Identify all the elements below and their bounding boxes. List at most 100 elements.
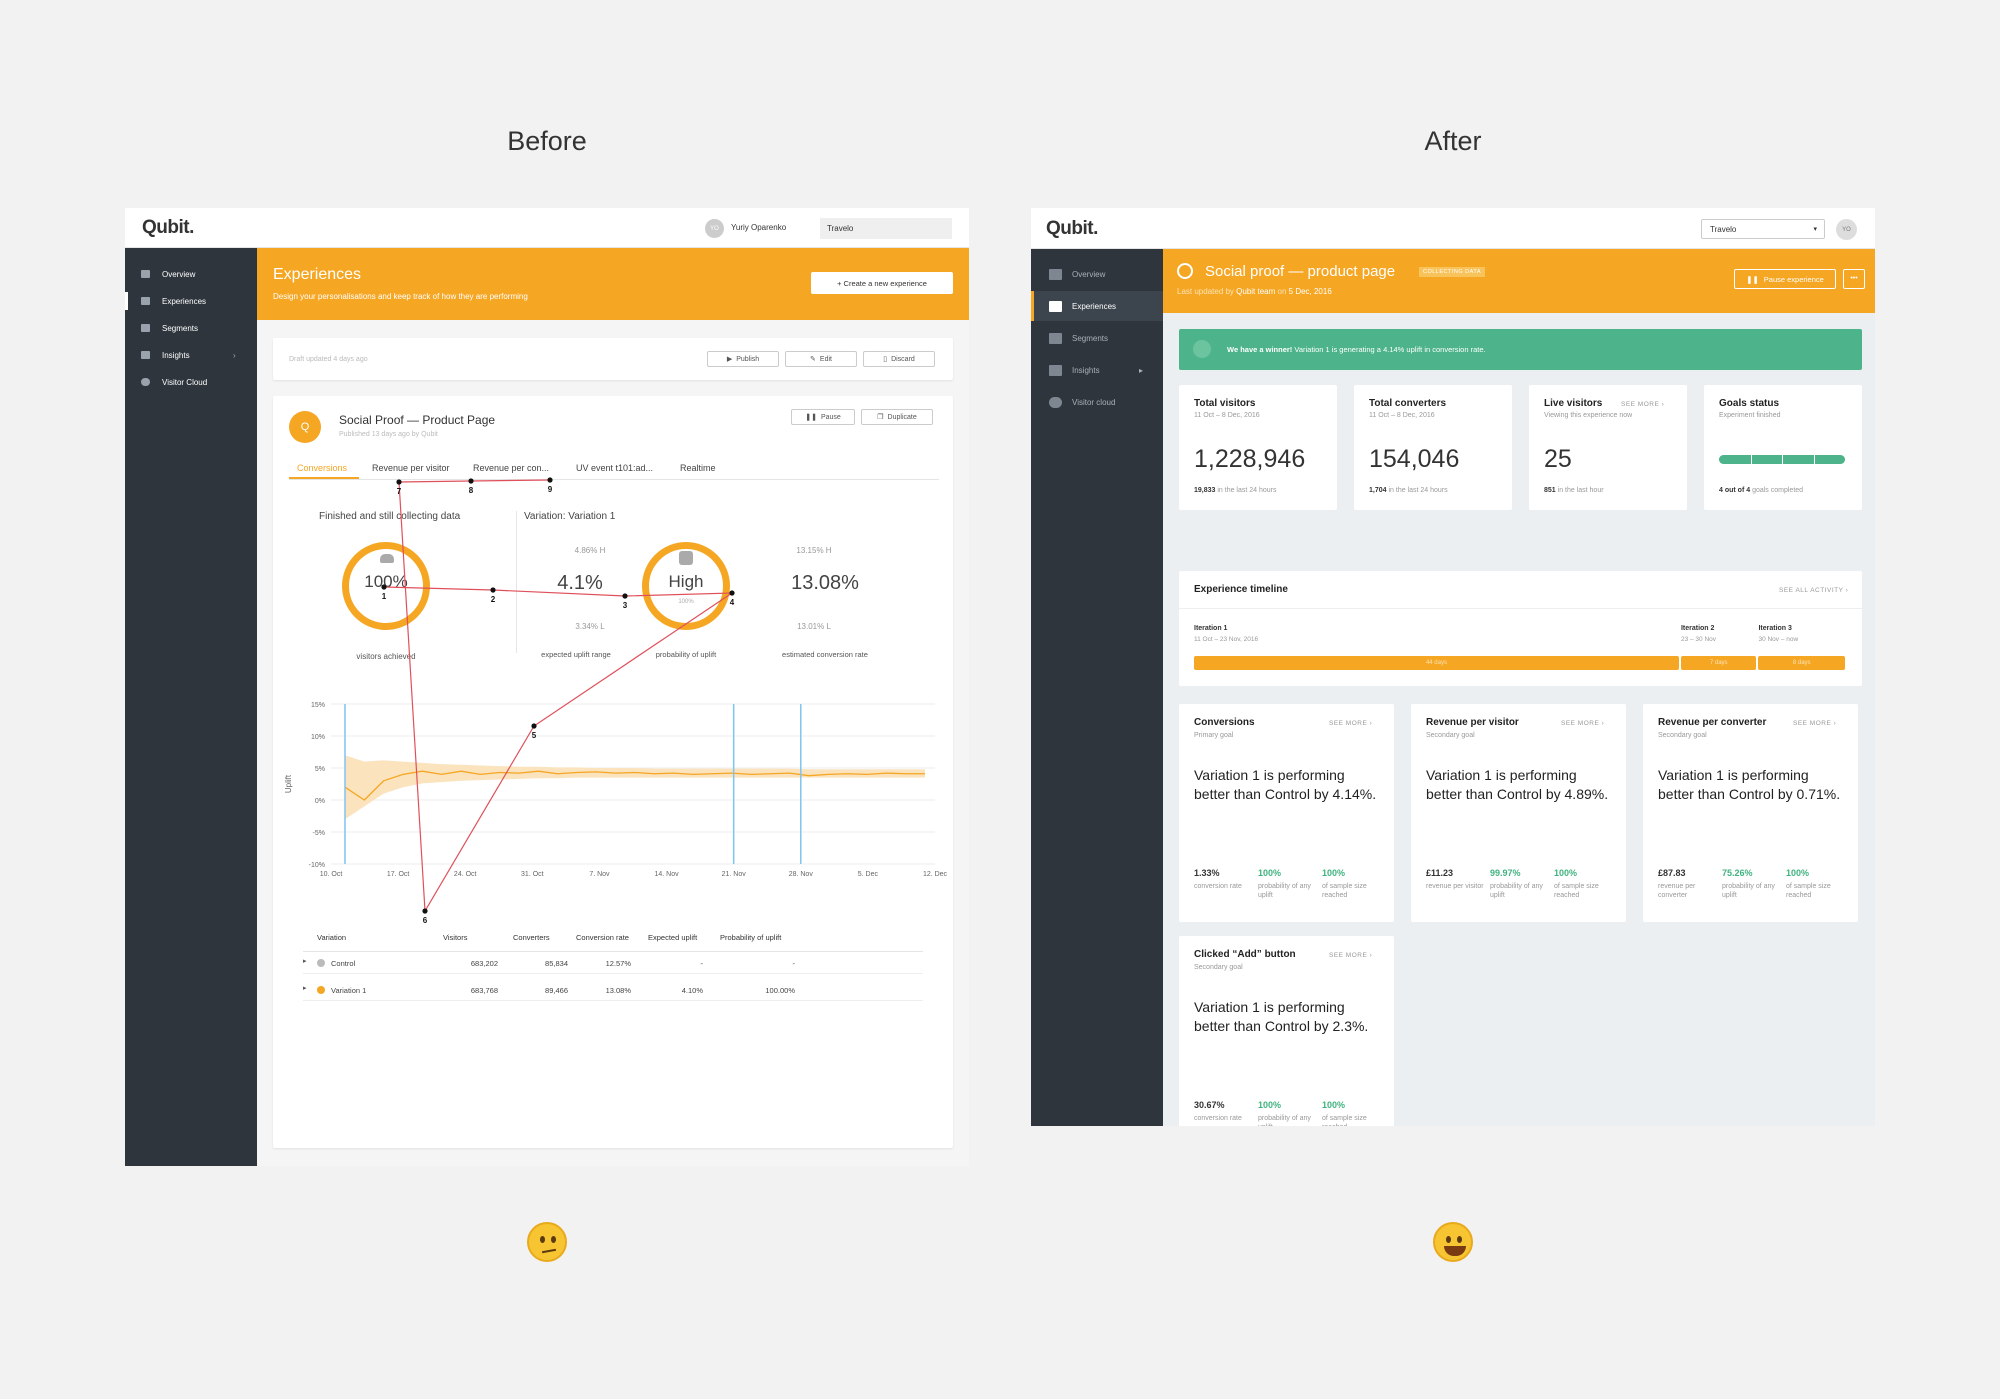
iteration-bar[interactable]: 8 days [1758,656,1845,670]
goal-metric-value: 100% [1258,868,1282,878]
see-more-link[interactable]: SEE MORE › [1329,720,1373,727]
y-axis-label: Uplift [284,774,293,793]
sidebar-item-overview[interactable]: Overview [1031,259,1163,289]
col-converters: Converters [513,933,550,942]
kpi-footer: 4 out of 4 goals completed [1719,487,1803,494]
sidebar-item-experiences[interactable]: Experiences [1031,291,1163,321]
see-more-link[interactable]: SEE MORE › [1561,720,1605,727]
x-tick-label: 12. Dec [923,871,948,878]
people-icon [1049,332,1062,344]
goal-metric-label: probability of any uplift [1722,883,1775,899]
sidebar-item-insights[interactable]: Insights ▸ [1031,355,1163,385]
sidebar-item-segments[interactable]: Segments [1031,323,1163,353]
goal-metric-value: 100% [1786,868,1810,878]
see-more-link[interactable]: SEE MORE › [1621,401,1665,408]
main-content: Experiences Design your personalisations… [257,248,969,1166]
expand-arrow-icon[interactable]: ▸ [303,985,307,992]
sidebar-item-visitor-cloud[interactable]: Visitor cloud [1031,387,1163,417]
kpi-footer: 851 in the last hour [1544,487,1604,494]
before-screenshot: Qubit. YO Yuriy Oparenko Travelo Overvie… [125,208,969,1166]
sidebar-item-insights[interactable]: Insights › [141,348,236,362]
kpi-footer-value: 851 [1544,487,1556,494]
goal-headline: Variation 1 is performing better than Co… [1658,767,1841,802]
tab-uv-event[interactable]: UV event t101:ad... [576,463,654,473]
experience-title: Social Proof — Product Page [339,413,496,427]
see-all-activity-link[interactable]: SEE ALL ACTIVITY › [1779,587,1849,594]
timeline-title: Experience timeline [1194,584,1288,595]
cell-prob: 100.00% [765,986,795,995]
col-visitors: Visitors [443,933,468,942]
visitors-label: visitors achieved [356,652,416,661]
col-variation: Variation [317,933,347,942]
see-more-link[interactable]: SEE MORE › [1793,720,1837,727]
pause-experience-button[interactable]: ❚❚ Pause experience [1734,269,1836,289]
iteration-bar[interactable]: 44 days [1194,656,1679,670]
expand-arrow-icon[interactable]: ▸ [303,958,307,965]
x-tick-label: 24. Oct [454,871,477,878]
pause-button[interactable]: ❚❚ Pause [791,409,855,425]
goal-metric-value: 75.26% [1722,868,1753,878]
bar-chart-icon [1049,364,1062,376]
grinning-face-icon [1433,1222,1473,1262]
gaze-point [490,587,496,593]
sidebar-item-visitor-cloud[interactable]: Visitor Cloud [141,375,207,389]
edit-button[interactable]: ✎ Edit [785,351,857,367]
x-tick-label: 7. Nov [589,871,610,878]
see-more-link[interactable]: SEE MORE › [1329,952,1373,959]
gaze-point-label: 6 [423,916,428,925]
tabs-divider [289,479,939,480]
discard-button[interactable]: ▯ Discard [863,351,935,367]
variation-name: Control [331,959,356,968]
tab-revenue-per-converter[interactable]: Revenue per con... [473,463,550,473]
sidebar-item-segments[interactable]: Segments [141,321,198,335]
gaze-point [531,723,537,729]
kpi-card: Total visitors 11 Oct – 8 Dec, 2016 1,228,… [1179,385,1337,510]
tab-realtime[interactable]: Realtime [680,463,716,473]
tab-conversions[interactable]: Conversions [297,463,348,473]
progress-segment-divider [1813,455,1815,464]
create-experience-button[interactable]: + Create a new experience [811,272,953,294]
duplicate-button[interactable]: ❐ Duplicate [861,409,933,425]
variation-color-dot [317,959,325,967]
variation-name: Variation 1 [331,986,367,995]
iteration-bar[interactable]: 7 days [1680,656,1757,670]
y-tick-label: 15% [311,702,325,709]
x-tick-label: 28. Nov [789,871,814,878]
uplift-high: 4.86% H [574,546,606,555]
publish-button[interactable]: ▶ Publish [707,351,779,367]
goal-metric-value: 30.67% [1194,1100,1225,1110]
col-expected-uplift: Expected uplift [648,933,698,942]
page-header: Social proof — product page COLLECTING D… [1163,249,1875,313]
thumbs-up-icon [679,551,693,565]
gaze-point [468,478,474,484]
play-icon: ▶ [726,356,733,363]
gaze-point [422,908,428,914]
kpi-footer-text: in the last 24 hours [1215,487,1277,494]
goal-title: Revenue per converter [1658,717,1767,728]
sidebar-item-overview[interactable]: Overview [141,267,195,281]
goal-card: Revenue per converter Secondary goal SEE M… [1643,704,1858,922]
last-updated: Last updated by Qubit team on 5 Dec, 201… [1177,287,1332,296]
experience-card: Q Social Proof — Product Page Published … [273,396,953,1148]
more-options-button[interactable]: ••• [1843,269,1865,289]
account-selector[interactable]: Travelo [820,218,952,239]
goal-metric-value: 100% [1322,868,1346,878]
progress-segment-divider [1750,455,1752,464]
gaze-path [383,479,735,913]
page-title: Experiences [273,266,362,283]
conversion-high: 13.15% H [796,546,832,555]
goal-metric-value: £11.23 [1426,868,1454,878]
user-name[interactable]: Yuriy Oparenko [731,223,787,232]
page-header: Experiences Design your personalisations… [257,248,969,320]
uplift-value: 4.1% [557,572,603,594]
cell-rate: 13.08% [605,986,631,995]
avatar[interactable]: YO [705,219,724,238]
pause-icon: ❚❚ [805,414,817,421]
goal-type: Secondary goal [1194,964,1243,971]
conversion-label: estimated conversion rate [782,650,868,659]
avatar[interactable]: YO [1836,219,1857,240]
status-badge: COLLECTING DATA [1419,267,1486,277]
tab-revenue-per-visitor[interactable]: Revenue per visitor [372,463,450,473]
sidebar-item-experiences[interactable]: Experiences [141,294,206,308]
account-dropdown[interactable]: Travelo ▾ [1701,219,1825,239]
